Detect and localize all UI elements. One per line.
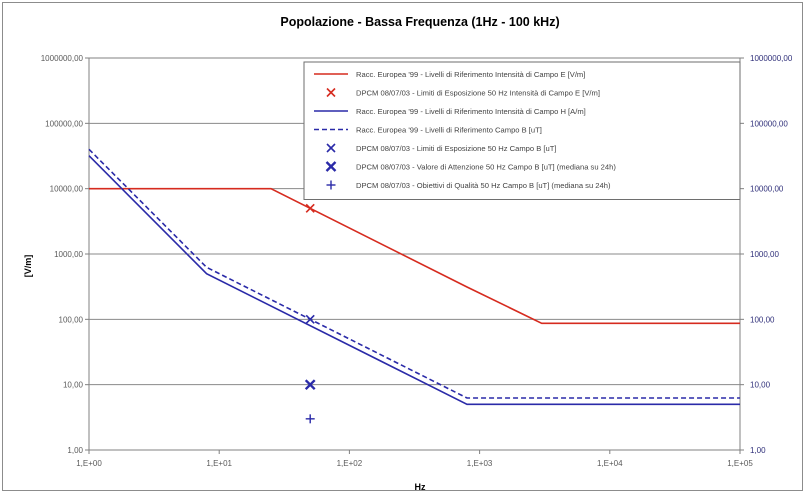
marker-stroke <box>304 379 316 391</box>
x-tick-label: 1,E+04 <box>597 459 623 468</box>
x-tick-label: 1,E+01 <box>206 459 232 468</box>
marker-stroke <box>305 203 315 213</box>
axes <box>85 57 744 454</box>
x-tick-label: 1,E+05 <box>727 459 753 468</box>
series-point-6 <box>305 414 315 424</box>
legend-label-1: DPCM 08/07/03 - Limiti di Esposizione 50… <box>356 89 600 98</box>
legend-label-0: Racc. Europea '99 - Livelli di Riferimen… <box>356 70 585 79</box>
legend-label-2: Racc. Europea '99 - Livelli di Riferimen… <box>356 107 586 116</box>
legend: Racc. Europea '99 - Livelli di Riferimen… <box>303 61 741 200</box>
legend-label-5: DPCM 08/07/03 - Valore di Attenzione 50 … <box>356 163 616 172</box>
y-tick-label: 100000,00 <box>45 119 83 128</box>
y-axis-label: [V/m] <box>23 255 33 278</box>
chart-title: Popolazione - Bassa Frequenza (1Hz - 100… <box>280 15 559 29</box>
series-line-3 <box>88 148 740 399</box>
y-tick-label: 10000,00 <box>50 185 84 194</box>
series-layer <box>88 148 740 424</box>
legend-swatch-6 <box>326 180 336 190</box>
marker-stroke <box>325 161 337 172</box>
series-point-4 <box>305 314 315 324</box>
legend-swatch-4 <box>326 143 336 153</box>
y2-tick-label: 10000,00 <box>750 185 784 194</box>
y2-tick-label: 1,00 <box>750 446 766 455</box>
y2-tick-label: 1000,00 <box>750 250 779 259</box>
y2-tick-label: 10,00 <box>750 381 771 390</box>
x-tick-label: 1,E+00 <box>76 459 102 468</box>
legend-label-3: Racc. Europea '99 - Livelli di Riferimen… <box>356 126 542 135</box>
series-point-5 <box>304 379 316 391</box>
marker-stroke <box>326 143 336 153</box>
x-tick-label: 1,E+02 <box>337 459 363 468</box>
series-point-1 <box>305 203 315 213</box>
legend-box <box>303 61 741 200</box>
y-tick-label: 1,00 <box>67 446 83 455</box>
marker-stroke <box>326 87 336 98</box>
y2-tick-label: 100000,00 <box>750 119 788 128</box>
y-tick-label: 100,00 <box>59 315 84 324</box>
x-tick-label: 1,E+03 <box>467 459 493 468</box>
legend-swatch-5 <box>325 161 337 172</box>
series-line-0 <box>89 187 740 325</box>
legend-label-6: DPCM 08/07/03 - Obiettivi di Qualità 50 … <box>356 181 611 190</box>
y-tick-label: 1000000,00 <box>41 54 84 63</box>
tick-labels: 1,00 1,00 10,00 10,00 100,00 100,00 1000,00 100… <box>41 54 793 468</box>
legend-label-4: DPCM 08/07/03 - Limiti di Esposizione 50… <box>356 144 556 153</box>
x-axis-label: Hz <box>415 482 426 492</box>
y-tick-label: 1000,00 <box>54 250 83 259</box>
series-line-2 <box>88 155 740 406</box>
y2-tick-label: 1000000,00 <box>750 54 793 63</box>
marker-stroke <box>305 314 315 324</box>
y-tick-label: 10,00 <box>63 381 84 390</box>
legend-swatch-1 <box>326 87 336 98</box>
y2-tick-label: 100,00 <box>750 315 775 324</box>
